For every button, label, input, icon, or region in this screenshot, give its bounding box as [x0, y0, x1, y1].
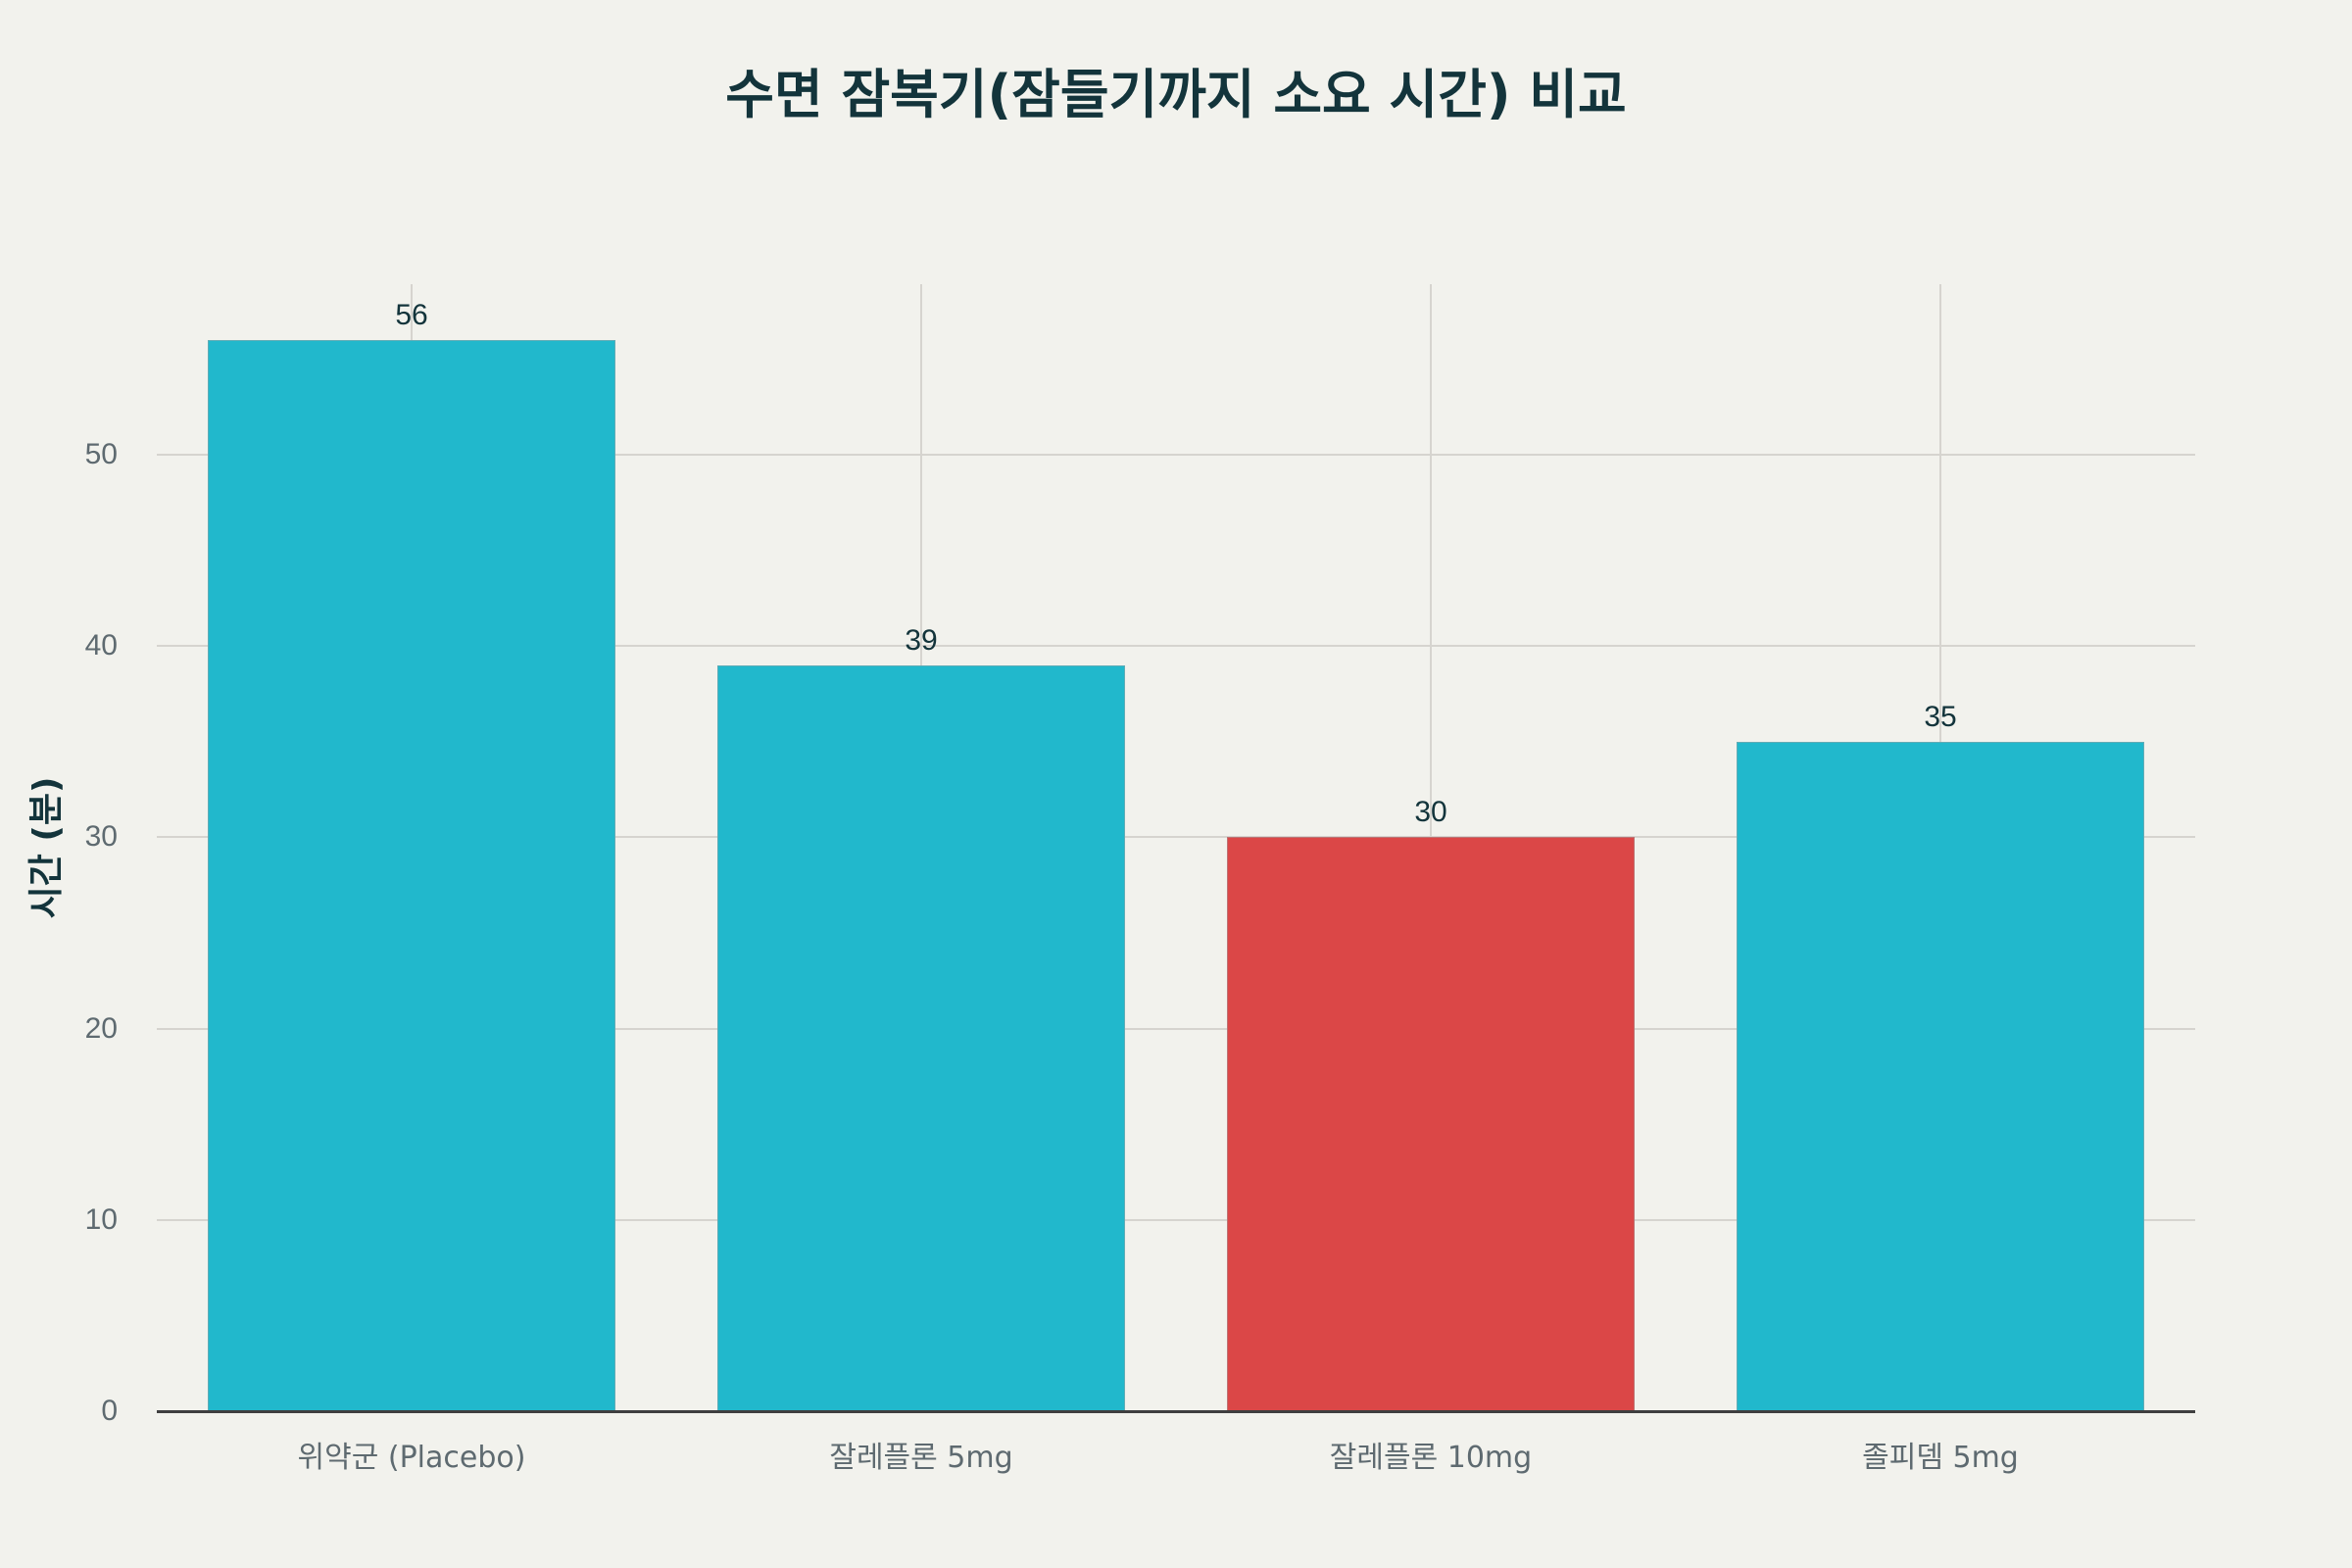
bar-value-label: 39 — [905, 623, 938, 657]
bar-value-label: 30 — [1414, 796, 1447, 829]
x-tick-label: 잘레플론 10mg — [1329, 1441, 1533, 1475]
bar-3 — [1737, 741, 2144, 1411]
y-tick-label: 30 — [84, 820, 118, 854]
y-gridline — [157, 1027, 2195, 1030]
x-tick-label: 졸피뎀 5mg — [1862, 1441, 2019, 1475]
y-gridline — [157, 454, 2195, 456]
bar-0 — [208, 339, 615, 1411]
y-tick-label: 10 — [84, 1202, 118, 1236]
bar-1 — [717, 664, 1125, 1411]
y-tick-label: 50 — [84, 438, 118, 470]
bar-value-label: 56 — [395, 298, 428, 331]
y-gridline — [157, 645, 2195, 648]
x-axis-line — [157, 1410, 2195, 1413]
chart-title: 수면 잠복기(잠들기까지 소요 시간) 비교 — [725, 64, 1627, 125]
bar-2 — [1227, 837, 1635, 1411]
x-tick-label: 위약군 (Placebo) — [297, 1441, 526, 1475]
y-tick-label: 0 — [101, 1395, 118, 1427]
y-tick-label: 20 — [84, 1011, 118, 1045]
y-tick-label: 40 — [84, 629, 118, 662]
bar-value-label: 35 — [1924, 700, 1957, 733]
x-tick-label: 잘레플론 5mg — [829, 1441, 1013, 1475]
y-gridline — [157, 1218, 2195, 1221]
y-gridline — [157, 836, 2195, 839]
